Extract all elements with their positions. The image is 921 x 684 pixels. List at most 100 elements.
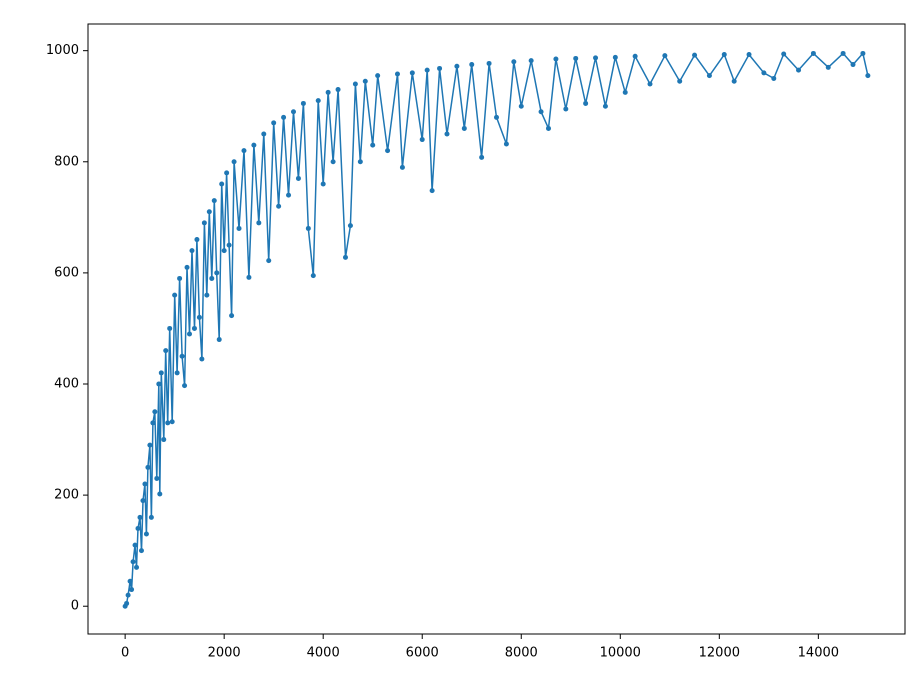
data-point	[137, 514, 143, 520]
data-point	[429, 188, 435, 194]
data-point	[315, 98, 321, 104]
data-point	[219, 181, 225, 187]
data-point	[236, 225, 242, 231]
x-tick-label: 2000	[208, 646, 241, 661]
y-tick-label: 800	[54, 154, 79, 169]
data-point	[251, 142, 257, 148]
data-point	[161, 437, 167, 443]
data-point	[518, 103, 524, 109]
data-point	[573, 55, 579, 61]
data-point	[221, 248, 227, 254]
data-point	[127, 578, 133, 584]
data-point	[209, 275, 215, 281]
data-point	[563, 106, 569, 112]
data-point	[721, 52, 727, 58]
data-point	[461, 125, 467, 131]
data-point	[622, 89, 628, 95]
data-point	[677, 78, 683, 84]
data-point	[647, 81, 653, 87]
x-tick-label: 10000	[600, 646, 641, 661]
data-point	[347, 223, 353, 229]
data-point	[148, 514, 154, 520]
data-point	[266, 258, 272, 264]
data-point	[761, 70, 767, 76]
y-tick-label: 0	[71, 599, 79, 614]
data-point	[125, 592, 131, 598]
data-point	[156, 381, 162, 387]
data-point	[199, 356, 205, 362]
data-point	[409, 70, 415, 76]
x-tick-label: 14000	[798, 646, 839, 661]
data-point	[216, 337, 222, 343]
data-point	[731, 78, 737, 84]
data-point	[796, 67, 802, 73]
data-point	[342, 254, 348, 260]
data-point	[538, 109, 544, 115]
data-point	[310, 273, 316, 279]
data-point	[330, 159, 336, 165]
data-point	[157, 491, 163, 497]
data-point	[771, 75, 777, 81]
data-point	[256, 220, 262, 226]
data-point	[746, 52, 752, 58]
data-point	[191, 325, 197, 331]
x-tick-label: 12000	[699, 646, 740, 661]
data-point	[469, 62, 475, 68]
data-point	[145, 464, 151, 470]
data-point	[226, 242, 232, 248]
data-point	[357, 159, 363, 165]
data-point	[385, 148, 391, 154]
data-point	[135, 525, 141, 531]
data-point	[147, 442, 153, 448]
data-point	[211, 198, 217, 204]
data-point	[545, 125, 551, 131]
data-point	[132, 542, 138, 548]
data-point	[300, 100, 306, 106]
data-point	[138, 548, 144, 554]
data-point	[692, 52, 698, 58]
data-point	[276, 203, 282, 209]
data-point	[142, 481, 148, 487]
data-point	[150, 420, 156, 426]
data-point	[362, 78, 368, 84]
data-point	[632, 53, 638, 59]
data-point	[246, 274, 252, 280]
data-point	[177, 275, 183, 281]
data-point	[165, 420, 171, 426]
data-point	[295, 175, 301, 181]
data-point	[163, 348, 169, 354]
data-point	[179, 353, 185, 359]
x-tick-label: 8000	[505, 646, 538, 661]
data-point	[201, 220, 207, 226]
data-point	[130, 559, 136, 565]
data-point	[305, 225, 311, 231]
data-point	[158, 370, 164, 376]
data-point	[154, 475, 160, 481]
data-point	[189, 248, 195, 254]
x-tick-label: 4000	[307, 646, 340, 661]
data-point	[174, 370, 180, 376]
data-point	[290, 109, 296, 115]
data-point	[187, 331, 193, 337]
data-line	[124, 52, 869, 607]
x-tick-label: 6000	[406, 646, 439, 661]
data-point	[424, 67, 430, 73]
data-point	[352, 81, 358, 87]
data-point	[152, 409, 158, 415]
data-point	[140, 498, 146, 504]
data-point	[602, 103, 608, 109]
data-point	[196, 314, 202, 320]
data-point	[553, 56, 559, 62]
data-point	[840, 50, 846, 56]
data-point	[134, 564, 140, 570]
data-point	[320, 181, 326, 187]
data-point	[865, 73, 871, 79]
data-point	[810, 50, 816, 56]
data-point	[231, 159, 237, 165]
y-tick-label: 1000	[46, 43, 79, 58]
data-point	[612, 54, 618, 60]
data-point	[167, 325, 173, 331]
data-point	[375, 73, 381, 79]
data-point	[214, 270, 220, 276]
data-point	[261, 131, 267, 137]
